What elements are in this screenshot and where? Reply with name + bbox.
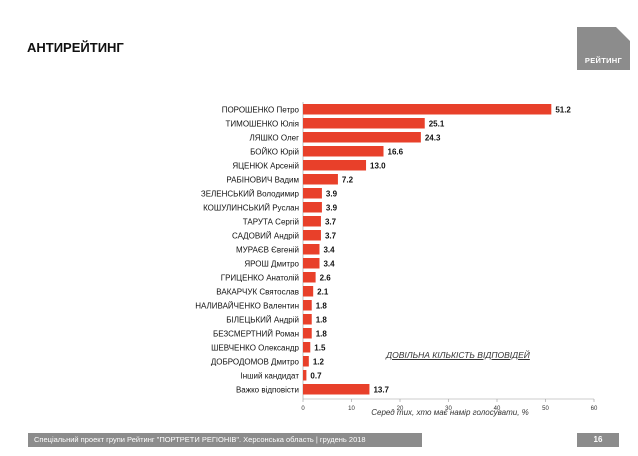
value-label: 3.4 [323, 259, 335, 268]
bar [303, 300, 312, 311]
bar [303, 272, 316, 283]
bar [303, 188, 322, 199]
x-tick-label: 40 [494, 406, 501, 412]
footer-text: Спеціальний проект групи Рейтинг "ПОРТРЕ… [28, 433, 422, 447]
bar [303, 132, 421, 143]
bar [303, 160, 367, 171]
value-label: 7.2 [342, 175, 354, 184]
value-label: 3.4 [323, 245, 335, 254]
bar [303, 104, 552, 115]
bar [303, 370, 307, 381]
value-label: 13.0 [370, 161, 386, 170]
category-label: БЕЗСМЕРТНИЙ Роман [213, 329, 299, 338]
page-number: 16 [577, 433, 619, 447]
page-title: АНТИРЕЙТИНГ [27, 40, 124, 55]
bar [303, 314, 312, 325]
value-label: 2.1 [317, 287, 329, 296]
bar [303, 174, 338, 185]
bar [303, 216, 321, 227]
x-tick-label: 60 [591, 406, 598, 412]
x-tick-label: 0 [301, 406, 305, 412]
category-label: НАЛИВАЙЧЕНКО Валентин [195, 301, 299, 310]
x-tick-label: 20 [397, 406, 404, 412]
category-label: ЗЕЛЕНСЬКИЙ Володимир [201, 189, 300, 198]
antirating-bar-chart: 0 10 20 30 40 50 60 ПОРОШЕНКО Петро 51.2 ТИМОШЕН… [195, 102, 598, 412]
value-label: 3.7 [325, 231, 337, 240]
category-label: ЯЦЕНЮК Арсеній [232, 161, 299, 170]
category-label: Інший кандидат [240, 371, 299, 380]
x-tick-label: 30 [445, 406, 452, 412]
value-label: 16.6 [388, 147, 404, 156]
category-label: ГРИЦЕНКО Анатолій [221, 273, 299, 282]
category-label: БОЙКО Юрій [250, 147, 299, 156]
value-label: 24.3 [425, 133, 441, 142]
x-tick-label: 10 [348, 406, 355, 412]
bar [303, 286, 314, 297]
bars-group: ПОРОШЕНКО Петро 51.2 ТИМОШЕНКО Юлія 25.1 ЛЯШ… [195, 104, 571, 395]
value-label: 0.7 [310, 371, 322, 380]
category-label: ПОРОШЕНКО Петро [222, 105, 300, 114]
category-label: ДОБРОДОМОВ Дмитро [211, 357, 300, 366]
category-label: ТАРУТА Сергій [243, 217, 299, 226]
category-label: ЯРОШ Дмитро [244, 259, 299, 268]
x-axis-label: Серед тих, хто має намір голосувати, % [371, 408, 529, 417]
value-label: 51.2 [555, 105, 571, 114]
bar [303, 146, 384, 157]
category-label: ШЕВЧЕНКО Олександр [211, 343, 299, 352]
bar [303, 384, 370, 395]
logo-corner-shape [616, 27, 630, 41]
category-label: ВАКАРЧУК Святослав [216, 287, 299, 296]
bar [303, 244, 320, 255]
value-label: 1.2 [313, 357, 325, 366]
logo-text: РЕЙТИНГ [584, 56, 623, 65]
category-label: ТИМОШЕНКО Юлія [226, 119, 299, 128]
value-label: 2.6 [320, 273, 332, 282]
rating-logo: РЕЙТИНГ [577, 27, 630, 70]
bar [303, 258, 320, 269]
chart-note: ДОВІЛЬНА КІЛЬКІСТЬ ВІДПОВІДЕЙ [386, 350, 530, 360]
category-label: МУРАЄВ Євгеній [236, 245, 299, 254]
category-label: Важко відповісти [236, 385, 299, 394]
category-label: КОШУЛИНСЬКИЙ Руслан [203, 203, 299, 212]
bar [303, 118, 425, 129]
value-label: 3.7 [325, 217, 337, 226]
category-label: РАБІНОВИЧ Вадим [226, 175, 299, 184]
value-label: 1.8 [316, 315, 328, 324]
value-label: 25.1 [429, 119, 445, 128]
category-label: САДОВИЙ Андрій [232, 231, 299, 240]
bar [303, 356, 309, 367]
value-label: 1.8 [316, 301, 328, 310]
category-label: ЛЯШКО Олег [249, 133, 299, 142]
bar [303, 202, 322, 213]
value-label: 13.7 [373, 385, 389, 394]
value-label: 1.5 [314, 343, 326, 352]
bar [303, 328, 312, 339]
x-tick-label: 50 [542, 406, 549, 412]
value-label: 3.9 [326, 203, 338, 212]
bar [303, 342, 311, 353]
value-label: 3.9 [326, 189, 338, 198]
bar [303, 230, 321, 241]
category-label: БІЛЕЦЬКИЙ Андрій [226, 315, 299, 324]
value-label: 1.8 [316, 329, 328, 338]
